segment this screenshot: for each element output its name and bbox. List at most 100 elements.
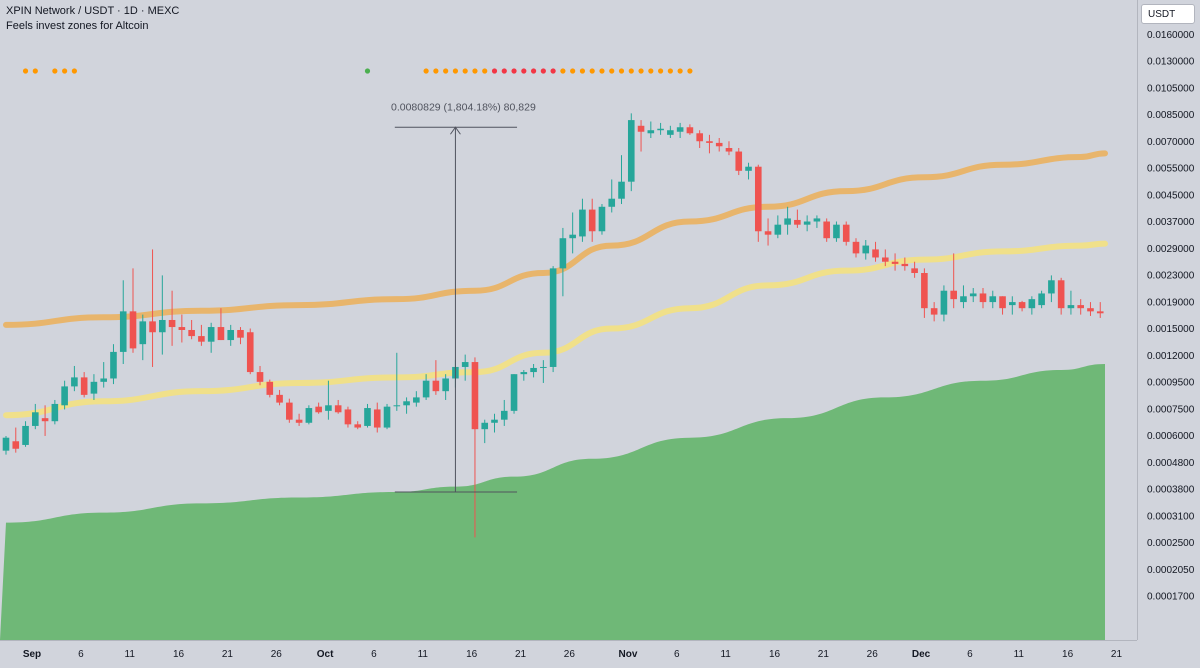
candle[interactable]	[969, 288, 977, 303]
candle[interactable]	[110, 344, 117, 385]
price-scale[interactable]: 0.0160000 0.0130000 0.0105000 0.0085000 0.00…	[1137, 0, 1200, 640]
candle[interactable]	[745, 162, 752, 180]
candle[interactable]	[823, 218, 830, 242]
candle[interactable]	[676, 122, 684, 138]
candle[interactable]	[32, 403, 39, 430]
candle[interactable]	[608, 179, 616, 213]
candle[interactable]	[1018, 300, 1026, 312]
candle[interactable]	[549, 266, 557, 373]
candle[interactable]	[852, 238, 860, 258]
candle[interactable]	[999, 296, 1006, 315]
candle[interactable]	[667, 125, 674, 138]
candle[interactable]	[471, 357, 479, 538]
candle[interactable]	[520, 369, 528, 381]
candle[interactable]	[188, 319, 195, 340]
candle[interactable]	[569, 212, 576, 254]
candle[interactable]	[627, 113, 635, 192]
candle[interactable]	[159, 275, 166, 355]
candle[interactable]	[891, 253, 899, 271]
candle[interactable]	[1067, 290, 1075, 315]
candle[interactable]	[295, 413, 303, 426]
candle[interactable]	[706, 134, 713, 154]
candle[interactable]	[256, 365, 264, 386]
candle[interactable]	[227, 324, 235, 346]
candle[interactable]	[207, 322, 215, 353]
candle[interactable]	[833, 221, 840, 242]
candle[interactable]	[22, 421, 29, 447]
candle[interactable]	[119, 280, 127, 364]
candle[interactable]	[61, 380, 68, 410]
candle[interactable]	[41, 405, 49, 436]
candle[interactable]	[540, 360, 547, 383]
candle[interactable]	[461, 354, 469, 381]
candle[interactable]	[647, 121, 655, 138]
candle[interactable]	[1038, 290, 1045, 309]
candle[interactable]	[686, 124, 694, 135]
candle[interactable]	[129, 268, 137, 353]
currency-button[interactable]: USDT	[1141, 4, 1195, 24]
candle[interactable]	[774, 215, 782, 239]
candle[interactable]	[696, 130, 703, 149]
candle[interactable]	[305, 405, 313, 425]
candle[interactable]	[344, 406, 352, 428]
candle[interactable]	[579, 198, 586, 242]
candle[interactable]	[1009, 296, 1016, 315]
candle[interactable]	[794, 209, 801, 228]
candle[interactable]	[901, 257, 909, 271]
candle[interactable]	[637, 120, 645, 152]
candle[interactable]	[657, 122, 664, 135]
candle[interactable]	[217, 308, 225, 341]
candle[interactable]	[276, 389, 283, 406]
candle[interactable]	[930, 302, 938, 322]
candle[interactable]	[315, 402, 322, 414]
candle[interactable]	[764, 218, 772, 246]
candle[interactable]	[325, 380, 332, 420]
candle[interactable]	[979, 288, 987, 309]
candle[interactable]	[598, 204, 606, 235]
candle[interactable]	[413, 391, 420, 407]
candle[interactable]	[1057, 277, 1065, 315]
candle[interactable]	[940, 285, 948, 322]
candle[interactable]	[178, 314, 186, 343]
price-chart[interactable]: 0.0080829 (1,804.18%) 80,829	[0, 0, 1137, 640]
candle[interactable]	[803, 215, 811, 232]
candle[interactable]	[334, 399, 342, 414]
candle[interactable]	[481, 419, 489, 444]
symbol-title[interactable]: XPIN Network / USDT · 1D · MEXC	[6, 5, 180, 17]
candle[interactable]	[383, 403, 391, 430]
time-scale[interactable]: Sep 6 11 16 21 26 Oct 6 11 16 21 26 Nov 6 11 16 21 26 Dec 6…	[0, 640, 1171, 663]
candle[interactable]	[618, 155, 625, 205]
candle[interactable]	[364, 403, 371, 428]
candle[interactable]	[911, 261, 918, 278]
candle[interactable]	[735, 148, 743, 176]
candle[interactable]	[784, 206, 791, 235]
indicator-name[interactable]: Feels invest zones for Altcoin	[6, 20, 149, 32]
candle[interactable]	[1087, 302, 1094, 316]
candle[interactable]	[950, 253, 957, 309]
candle[interactable]	[139, 314, 147, 361]
candle[interactable]	[588, 198, 596, 242]
candle[interactable]	[422, 374, 430, 400]
candle[interactable]	[442, 374, 449, 400]
candle[interactable]	[862, 240, 870, 260]
candle[interactable]	[354, 421, 362, 430]
candle[interactable]	[266, 379, 274, 398]
candle[interactable]	[813, 215, 821, 228]
candle[interactable]	[149, 249, 156, 367]
candle[interactable]	[286, 398, 293, 423]
candle[interactable]	[2, 435, 10, 455]
candle[interactable]	[559, 227, 567, 297]
candle[interactable]	[100, 362, 107, 388]
candle[interactable]	[12, 427, 20, 453]
candle[interactable]	[51, 399, 59, 425]
candle[interactable]	[80, 372, 88, 398]
candle[interactable]	[989, 290, 997, 309]
candle[interactable]	[373, 402, 381, 433]
candle[interactable]	[403, 397, 410, 414]
candle[interactable]	[882, 249, 889, 267]
candle[interactable]	[1096, 302, 1104, 318]
candle[interactable]	[71, 365, 78, 392]
candle[interactable]	[725, 141, 733, 156]
candle[interactable]	[842, 221, 850, 246]
candle[interactable]	[237, 327, 244, 345]
